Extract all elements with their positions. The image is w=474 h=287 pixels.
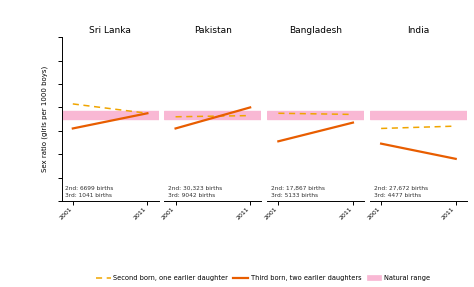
Text: 2nd: 30,323 births
3rd: 9042 births: 2nd: 30,323 births 3rd: 9042 births [168,186,222,198]
Text: 2nd: 17,867 births
3rd: 5133 births: 2nd: 17,867 births 3rd: 5133 births [271,186,325,198]
Legend: Second born, one earlier daughter, Third born, two earlier daughters, Natural ra: Second born, one earlier daughter, Third… [93,272,433,284]
Bar [370,111,467,119]
Text: 2nd: 27,672 births
3rd: 4477 births: 2nd: 27,672 births 3rd: 4477 births [374,186,428,198]
Title: Bangladesh: Bangladesh [289,26,342,35]
Text: 2nd: 6699 births
3rd: 1041 births: 2nd: 6699 births 3rd: 1041 births [65,186,114,198]
Title: India: India [407,26,429,35]
Bar [62,111,159,119]
Title: Pakistan: Pakistan [194,26,232,35]
Title: Sri Lanka: Sri Lanka [89,26,131,35]
Bar [267,111,364,119]
Y-axis label: Sex ratio (girls per 1000 boys): Sex ratio (girls per 1000 boys) [42,66,48,172]
Bar [164,111,261,119]
